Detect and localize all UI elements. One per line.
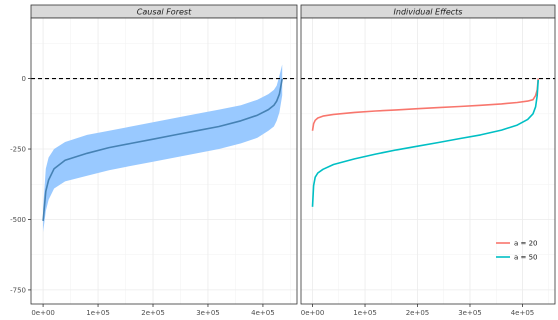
x-tick-label: 1e+05: [353, 309, 377, 317]
individual-effects-series: [311, 78, 539, 207]
legend-label: a = 20: [514, 240, 538, 248]
individual-effects-grid: [301, 18, 555, 304]
series-line-estimate: [42, 78, 283, 221]
causal-forest-confidence-band: [43, 64, 283, 233]
x-tick-label: 4e+05: [251, 309, 275, 317]
individual-effects-panel: Individual Effects a = 20 a = 50 0e+00 1e+…: [300, 4, 556, 317]
causal-forest-series: [42, 78, 283, 221]
causal-forest-title: Causal Forest: [137, 8, 192, 17]
y-tick-label: -750: [10, 286, 26, 294]
individual-effects-x-axis: 0e+00 1e+05 2e+05 3e+05 4e+05: [301, 304, 534, 317]
x-tick-label: 0e+00: [301, 309, 325, 317]
x-tick-label: 2e+05: [141, 309, 165, 317]
causal-forest-panel: Causal Forest 0e+00 1e+05 2e+05 3e+05 4e+05 …: [10, 4, 298, 317]
causal-forest-border: [30, 17, 298, 305]
x-tick-label: 0e+00: [31, 309, 55, 317]
y-axis: 0 -250 -500 -750: [10, 75, 31, 294]
x-tick-label: 3e+05: [458, 309, 482, 317]
individual-effects-border: [300, 17, 556, 305]
y-tick-label: -500: [10, 216, 26, 224]
legend: a = 20 a = 50: [496, 240, 538, 262]
x-tick-label: 2e+05: [406, 309, 430, 317]
series-line-a-20: [311, 78, 539, 131]
causal-forest-x-axis: 0e+00 1e+05 2e+05 3e+05 4e+05: [31, 304, 275, 317]
x-tick-label: 4e+05: [511, 309, 535, 317]
individual-effects-title: Individual Effects: [394, 8, 463, 17]
legend-label: a = 50: [514, 254, 538, 262]
x-tick-label: 3e+05: [196, 309, 220, 317]
y-tick-label: 0: [22, 75, 26, 83]
individual-effects-plot-area: [301, 18, 555, 304]
series-line-a-50: [311, 79, 539, 207]
y-tick-label: -250: [10, 146, 26, 154]
x-tick-label: 1e+05: [86, 309, 110, 317]
confidence-band: [43, 64, 283, 233]
